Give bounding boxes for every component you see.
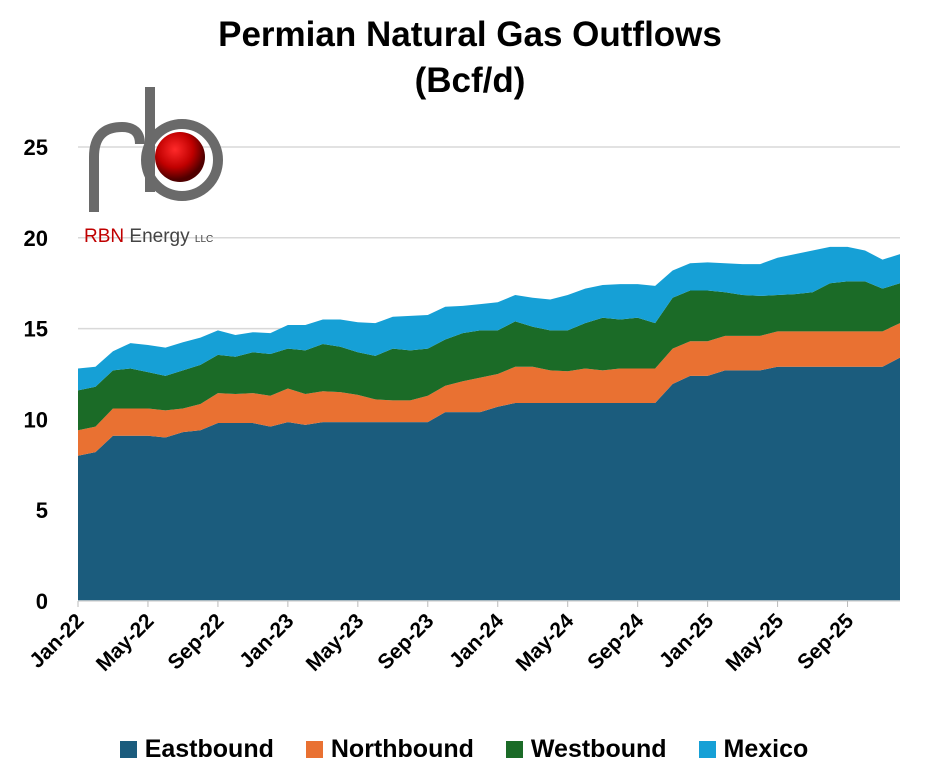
area-mexico (78, 246, 900, 391)
chart-subtitle: (Bcf/d) (414, 61, 526, 100)
x-tick-label: Sep-25 (793, 609, 858, 674)
legend-item-westbound: Westbound (505, 735, 667, 764)
legend-item-eastbound: Eastbound (119, 735, 274, 764)
legend-label: Mexico (723, 735, 809, 763)
x-tick-label: May-25 (722, 609, 789, 676)
logo-text: RBN Energy LLC (84, 226, 213, 247)
y-tick-label: 20 (24, 226, 48, 251)
chart-title-main: Permian Natural Gas Outflows (218, 15, 722, 54)
area-westbound (78, 281, 900, 431)
legend-label: Eastbound (144, 735, 274, 763)
legend-item-mexico: Mexico (698, 735, 809, 764)
legend-swatch (505, 741, 523, 758)
legend-swatch (305, 741, 323, 758)
x-tick-label: Sep-22 (164, 609, 229, 674)
y-tick-label: 0 (36, 589, 48, 614)
legend: Eastbound Northbound Westbound Mexico (0, 735, 928, 764)
area-eastbound (78, 357, 900, 601)
chart-title: Permian Natural Gas Outflows (Bcf/d) (0, 12, 928, 104)
legend-swatch (119, 741, 137, 758)
rbn-energy-logo: RBN Energy LLC (84, 87, 223, 247)
x-tick-label: May-24 (512, 609, 579, 676)
x-tick-label: Jan-25 (655, 609, 719, 673)
x-tick-label: May-23 (302, 609, 369, 676)
legend-label: Northbound (330, 735, 474, 763)
x-tick-label: Jan-23 (235, 609, 298, 672)
y-tick-label: 15 (24, 317, 48, 342)
area-northbound (78, 323, 900, 456)
x-tick-label: May-22 (92, 609, 159, 676)
legend-label: Westbound (530, 735, 667, 763)
y-tick-label: 25 (24, 135, 48, 160)
x-tick-label: Sep-24 (583, 609, 648, 674)
y-tick-label: 10 (24, 407, 48, 432)
x-tick-label: Sep-23 (373, 609, 438, 674)
y-tick-label: 5 (36, 498, 48, 523)
legend-item-northbound: Northbound (305, 735, 474, 764)
legend-swatch (698, 741, 716, 758)
x-tick-label: Jan-22 (25, 609, 88, 672)
x-tick-label: Jan-24 (445, 609, 509, 673)
